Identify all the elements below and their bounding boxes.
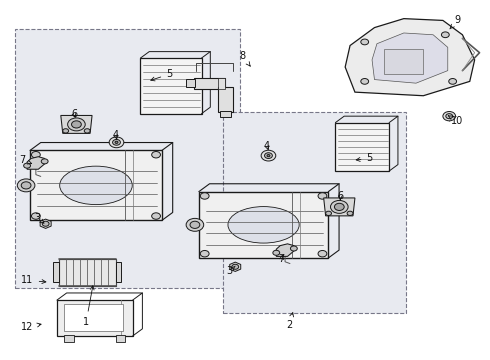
Circle shape	[63, 129, 69, 133]
Text: 12: 12	[22, 322, 41, 332]
Bar	[116, 262, 122, 282]
Circle shape	[331, 201, 348, 213]
Text: 1: 1	[83, 286, 94, 327]
Circle shape	[261, 150, 276, 161]
Circle shape	[186, 219, 204, 231]
Circle shape	[152, 213, 160, 219]
Polygon shape	[27, 157, 45, 169]
Circle shape	[42, 221, 49, 226]
Circle shape	[449, 78, 457, 84]
Bar	[30, 150, 162, 220]
Circle shape	[326, 211, 331, 216]
Circle shape	[318, 193, 327, 199]
Circle shape	[200, 193, 209, 199]
Bar	[59, 259, 116, 286]
Bar	[223, 112, 406, 313]
Text: 2: 2	[286, 312, 294, 330]
Bar	[64, 304, 123, 330]
Text: 3: 3	[226, 266, 235, 276]
Circle shape	[443, 112, 456, 121]
Polygon shape	[345, 19, 475, 96]
Text: 9: 9	[450, 15, 461, 29]
Bar	[141, 58, 201, 114]
Circle shape	[31, 152, 40, 158]
Bar	[186, 79, 195, 87]
Circle shape	[72, 121, 81, 128]
Circle shape	[113, 139, 121, 145]
Polygon shape	[61, 116, 92, 134]
Circle shape	[24, 163, 30, 168]
Bar	[218, 78, 225, 89]
Circle shape	[84, 129, 90, 133]
Text: 11: 11	[22, 275, 46, 285]
Circle shape	[109, 137, 124, 148]
Circle shape	[441, 32, 449, 38]
Polygon shape	[230, 262, 241, 271]
Polygon shape	[276, 244, 294, 256]
Polygon shape	[324, 198, 355, 216]
Text: 4: 4	[264, 141, 270, 151]
Bar	[15, 30, 240, 288]
Text: 4: 4	[113, 130, 119, 140]
Circle shape	[17, 179, 35, 192]
Circle shape	[361, 39, 368, 45]
Circle shape	[361, 78, 368, 84]
Circle shape	[21, 182, 31, 189]
Circle shape	[31, 213, 40, 219]
Bar	[57, 300, 133, 336]
Circle shape	[318, 251, 327, 257]
Ellipse shape	[228, 207, 299, 243]
Circle shape	[347, 211, 353, 216]
Bar	[384, 49, 423, 74]
Polygon shape	[40, 219, 51, 228]
Text: 5: 5	[151, 69, 172, 81]
Bar	[218, 87, 233, 112]
Circle shape	[291, 246, 297, 251]
Circle shape	[200, 251, 209, 257]
Circle shape	[273, 250, 280, 255]
Circle shape	[334, 203, 344, 211]
Text: 7: 7	[20, 155, 32, 165]
Bar	[194, 78, 225, 89]
Bar	[116, 335, 125, 342]
Circle shape	[152, 152, 160, 158]
Circle shape	[267, 154, 270, 157]
Text: 6: 6	[71, 109, 77, 119]
Polygon shape	[372, 33, 448, 83]
Bar	[220, 111, 231, 117]
Text: 10: 10	[448, 116, 464, 126]
Text: 8: 8	[240, 51, 250, 66]
Text: 3: 3	[34, 213, 44, 223]
Bar	[53, 262, 59, 282]
Text: 5: 5	[356, 153, 373, 163]
Text: 7: 7	[278, 254, 285, 264]
Bar	[335, 123, 389, 171]
Ellipse shape	[60, 166, 132, 204]
Circle shape	[446, 114, 453, 119]
Circle shape	[41, 159, 48, 164]
Bar	[64, 335, 74, 342]
Bar	[199, 192, 328, 258]
Circle shape	[190, 221, 200, 228]
Text: 6: 6	[337, 191, 343, 201]
Circle shape	[265, 153, 272, 158]
Circle shape	[115, 141, 118, 143]
Circle shape	[232, 264, 239, 269]
Circle shape	[68, 118, 85, 131]
